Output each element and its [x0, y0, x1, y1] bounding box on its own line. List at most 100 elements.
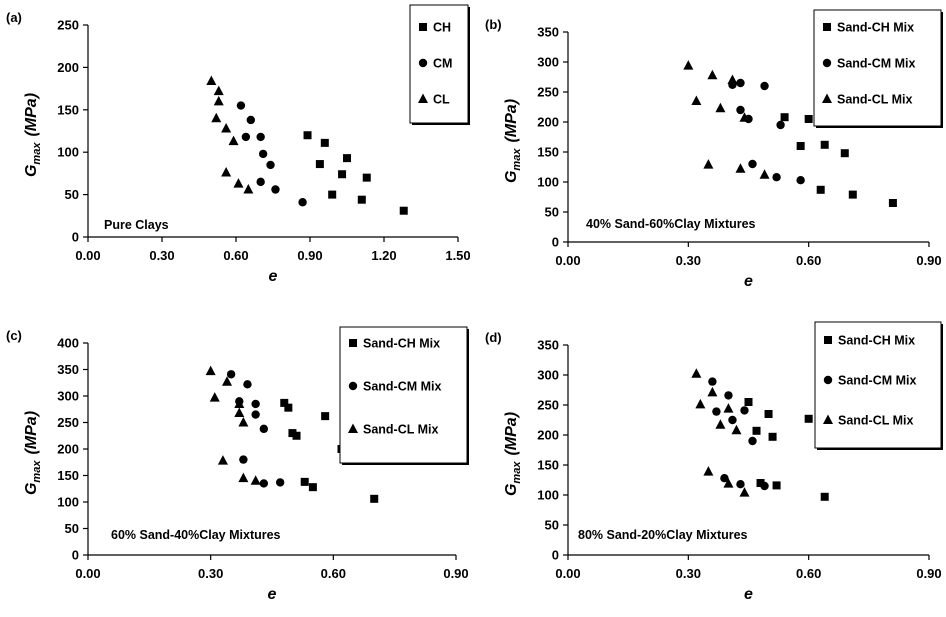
- x-tick-label: 0.90: [916, 253, 941, 268]
- data-point-triangle: [217, 455, 228, 465]
- y-tick-label: 100: [57, 495, 79, 510]
- series-circle: [226, 370, 285, 488]
- y-tick-label: 50: [545, 205, 559, 220]
- data-point-square: [328, 190, 337, 199]
- data-point-circle: [736, 480, 745, 489]
- data-point-circle: [796, 176, 805, 185]
- legend: Sand-CH Mix Sand-CM Mix Sand-CL Mix: [339, 326, 469, 465]
- x-tick-label: 0.00: [555, 566, 580, 581]
- data-point-square: [752, 426, 761, 435]
- x-tick-label: 0.30: [676, 253, 701, 268]
- x-axis-label: e: [744, 273, 753, 290]
- x-tick-label: 0.90: [916, 566, 941, 581]
- data-point-square: [338, 170, 347, 179]
- data-point-triangle: [703, 159, 714, 169]
- legend-entry-label: Sand-CL Mix: [363, 423, 439, 437]
- data-point-square: [284, 403, 293, 412]
- data-point-square: [768, 432, 777, 441]
- data-point-circle: [259, 424, 269, 434]
- data-point-circle: [251, 410, 260, 419]
- panel-annotation: Pure Clays: [104, 218, 169, 232]
- y-tick-label: 200: [537, 428, 559, 443]
- x-tick-label: 0.00: [75, 248, 100, 263]
- data-point-square: [321, 412, 330, 421]
- legend-box: [813, 9, 942, 127]
- data-point-triangle: [222, 376, 233, 386]
- y-tick-label: 0: [72, 230, 79, 245]
- data-point-circle: [748, 159, 757, 169]
- x-tick-label: 0.30: [676, 566, 701, 581]
- data-point-square: [756, 479, 765, 487]
- data-point-square: [772, 481, 781, 490]
- data-point-circle: [236, 101, 246, 110]
- chart-panel-4: 0 50 100 150 200 250 300 350 0.00 0.30 0.60 0.90 (d)…: [485, 321, 943, 603]
- data-point-circle: [720, 474, 729, 483]
- data-point-circle: [266, 160, 275, 170]
- data-point-triangle: [691, 368, 702, 378]
- data-point-square: [848, 190, 857, 199]
- x-axis-label: e: [744, 586, 753, 603]
- data-point-triangle: [723, 478, 734, 488]
- data-point-triangle: [703, 466, 714, 476]
- y-tick-label: 350: [57, 362, 79, 377]
- y-tick-label: 400: [57, 336, 79, 351]
- data-point-circle: [239, 455, 248, 464]
- data-point-square: [816, 185, 825, 194]
- data-point-triangle: [695, 398, 706, 409]
- series-triangle: [205, 365, 261, 485]
- x-tick-label: 0.60: [223, 248, 248, 263]
- y-tick-label: 0: [552, 548, 559, 563]
- data-point-circle: [256, 177, 265, 187]
- data-point-circle: [760, 81, 769, 91]
- x-tick-label: 0.30: [198, 566, 223, 581]
- y-tick-label: 0: [552, 235, 559, 250]
- y-tick-label: 300: [537, 368, 559, 383]
- data-point-square: [300, 477, 309, 486]
- legend-marker-triangle: [348, 423, 358, 433]
- y-tick-label: 350: [537, 338, 559, 353]
- data-point-circle: [258, 149, 268, 159]
- legend: Sand-CH Mix Sand-CM Mix Sand-CL Mix: [814, 321, 943, 450]
- y-tick-label: 150: [537, 458, 559, 473]
- data-point-square: [288, 429, 297, 438]
- panel-label: (b): [485, 17, 502, 32]
- data-point-square: [320, 138, 329, 147]
- panel-annotation: 60% Sand-40%Clay Mixtures: [111, 528, 281, 542]
- data-point-circle: [740, 406, 749, 415]
- data-point-square: [820, 492, 829, 501]
- x-axis-label: e: [268, 586, 277, 603]
- y-tick-label: 100: [57, 145, 79, 160]
- series-triangle: [691, 368, 750, 497]
- x-tick-label: 0.60: [321, 566, 346, 581]
- y-tick-label: 200: [537, 115, 559, 130]
- data-point-square: [764, 410, 773, 418]
- data-point-square: [308, 483, 317, 492]
- y-axis-label: Gmax(MPa): [23, 93, 43, 177]
- legend-entry-label: Sand-CH Mix: [363, 337, 440, 351]
- data-point-circle: [708, 377, 717, 386]
- data-point-triangle: [715, 419, 726, 429]
- data-point-triangle: [234, 398, 245, 408]
- x-axis-label: e: [269, 268, 278, 285]
- data-point-circle: [760, 481, 769, 491]
- y-axis-label: Gmax(MPa): [23, 411, 43, 495]
- x-tick-label: 0.00: [555, 253, 580, 268]
- legend-marker-circle: [418, 58, 428, 68]
- data-point-circle: [275, 478, 285, 487]
- legend: Sand-CH Mix Sand-CM Mix Sand-CL Mix: [813, 9, 943, 128]
- x-tick-label: 0.00: [75, 566, 100, 581]
- data-point-circle: [226, 370, 236, 379]
- data-point-triangle: [211, 112, 222, 123]
- data-point-triangle: [683, 60, 694, 70]
- data-point-triangle: [221, 167, 232, 177]
- data-point-square: [399, 206, 408, 215]
- data-point-square: [280, 398, 289, 407]
- y-axis-label: Gmax(MPa): [503, 412, 523, 496]
- legend-marker-square: [349, 339, 357, 347]
- data-point-triangle: [759, 169, 770, 179]
- data-point-square: [343, 154, 351, 163]
- legend-marker-circle: [348, 381, 358, 391]
- series-circle: [236, 101, 307, 207]
- legend-entry-label: Sand-CL Mix: [837, 93, 913, 107]
- data-point-circle: [748, 436, 757, 446]
